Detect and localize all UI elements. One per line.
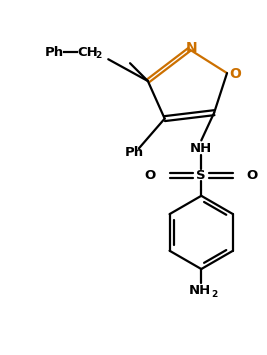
Text: CH: CH	[78, 46, 98, 59]
Text: Ph: Ph	[125, 146, 144, 159]
Text: S: S	[197, 169, 206, 181]
Text: NH: NH	[189, 284, 211, 297]
Text: N: N	[186, 42, 197, 55]
Text: 2: 2	[211, 290, 217, 299]
Text: O: O	[144, 169, 156, 181]
Text: Ph: Ph	[45, 46, 64, 59]
Text: O: O	[247, 169, 258, 181]
Text: 2: 2	[95, 51, 102, 60]
Text: NH: NH	[190, 142, 213, 155]
Text: O: O	[229, 67, 241, 81]
